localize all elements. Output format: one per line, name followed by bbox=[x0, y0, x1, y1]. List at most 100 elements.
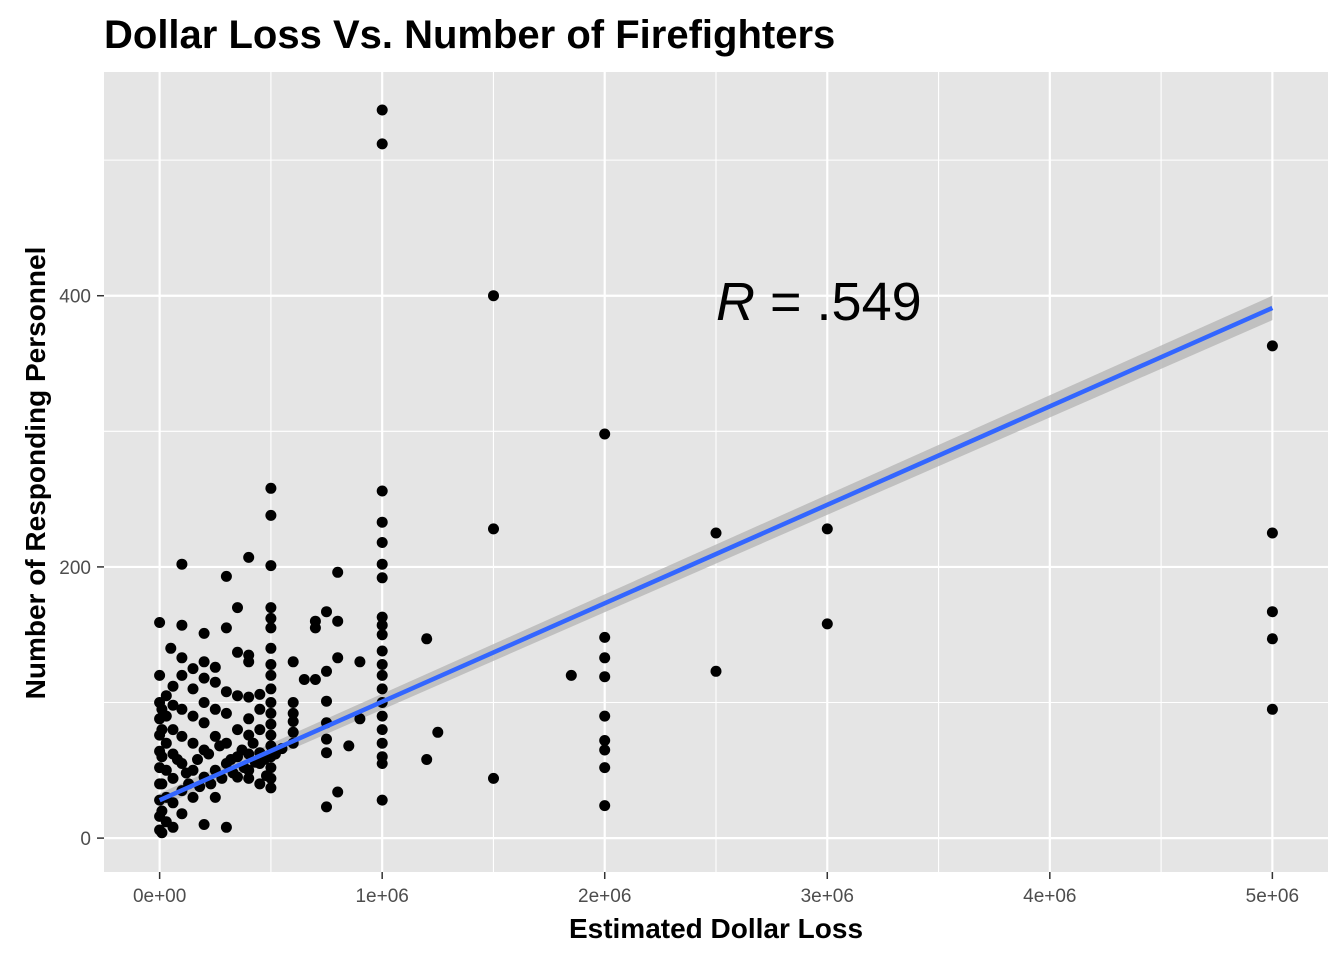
data-point bbox=[599, 710, 611, 722]
y-tick-label: 200 bbox=[59, 558, 91, 579]
data-point bbox=[332, 652, 344, 664]
data-point bbox=[209, 703, 221, 715]
regression-line bbox=[158, 305, 1274, 803]
r-annotation-symbol: R bbox=[716, 272, 755, 332]
data-point bbox=[287, 707, 299, 719]
data-point bbox=[176, 652, 188, 664]
data-point bbox=[343, 740, 355, 752]
data-point bbox=[243, 691, 255, 703]
data-point bbox=[209, 661, 221, 673]
data-point bbox=[1266, 606, 1278, 618]
data-point bbox=[236, 744, 248, 756]
data-point bbox=[243, 656, 255, 668]
data-point bbox=[198, 819, 210, 830]
data-point bbox=[376, 104, 388, 116]
data-point bbox=[1266, 527, 1278, 539]
data-point bbox=[265, 659, 277, 670]
data-point bbox=[265, 482, 277, 494]
data-point bbox=[198, 717, 210, 729]
data-point bbox=[432, 726, 444, 738]
x-tick-label: 3e+06 bbox=[801, 886, 854, 907]
data-point bbox=[599, 631, 611, 643]
data-point bbox=[209, 791, 221, 803]
data-point bbox=[176, 619, 188, 631]
data-point bbox=[821, 618, 833, 630]
r-annotation-value: = .549 bbox=[755, 272, 922, 332]
data-point bbox=[599, 800, 611, 812]
data-point bbox=[421, 633, 433, 645]
y-axis-ticks: 0 200 400 bbox=[59, 287, 104, 850]
data-point bbox=[254, 688, 266, 700]
data-point bbox=[376, 629, 388, 641]
data-point bbox=[421, 754, 433, 765]
data-point bbox=[599, 652, 611, 664]
x-tick-label: 4e+06 bbox=[1023, 886, 1076, 907]
data-point bbox=[167, 699, 179, 711]
data-point bbox=[488, 772, 499, 784]
data-point bbox=[265, 602, 277, 614]
data-point bbox=[176, 558, 188, 570]
data-point bbox=[187, 791, 199, 803]
chart-title: Dollar Loss Vs. Number of Firefighters bbox=[104, 13, 835, 57]
data-point bbox=[265, 718, 277, 730]
data-point bbox=[565, 669, 577, 681]
data-point bbox=[209, 676, 221, 688]
data-point bbox=[156, 703, 168, 715]
data-point bbox=[176, 808, 188, 820]
data-point bbox=[354, 713, 366, 725]
data-point bbox=[156, 805, 168, 817]
data-point bbox=[265, 697, 277, 708]
data-point bbox=[214, 740, 226, 752]
data-point bbox=[376, 558, 388, 570]
data-point bbox=[265, 707, 277, 719]
data-point bbox=[171, 754, 183, 765]
data-point bbox=[599, 428, 611, 440]
data-point bbox=[265, 762, 277, 774]
data-point bbox=[376, 737, 388, 749]
data-point bbox=[243, 551, 255, 563]
data-point bbox=[167, 772, 179, 784]
data-point bbox=[376, 572, 388, 584]
data-point bbox=[265, 622, 277, 634]
data-point bbox=[354, 656, 366, 668]
data-point bbox=[376, 794, 388, 806]
y-tick-label: 400 bbox=[59, 287, 91, 308]
data-point bbox=[225, 754, 237, 765]
data-point bbox=[1266, 340, 1278, 352]
data-point bbox=[287, 656, 299, 668]
x-axis-title: Estimated Dollar Loss bbox=[569, 913, 863, 944]
data-point bbox=[287, 697, 299, 708]
data-point bbox=[232, 646, 243, 658]
data-point bbox=[154, 762, 166, 774]
grid-minor bbox=[104, 72, 1328, 872]
data-point bbox=[287, 726, 299, 738]
data-point bbox=[376, 516, 388, 528]
data-point bbox=[321, 733, 332, 745]
data-point bbox=[488, 290, 499, 302]
data-point bbox=[376, 619, 388, 631]
data-point bbox=[198, 627, 210, 639]
data-point bbox=[187, 683, 199, 695]
data-point bbox=[376, 710, 388, 722]
data-point bbox=[156, 827, 168, 839]
data-point bbox=[332, 566, 344, 578]
data-point bbox=[1266, 703, 1278, 715]
data-point bbox=[287, 716, 299, 727]
data-point bbox=[176, 730, 188, 742]
data-point bbox=[332, 786, 344, 798]
data-point bbox=[160, 690, 172, 702]
data-point bbox=[376, 683, 388, 695]
y-tick-label: 0 bbox=[80, 829, 91, 850]
data-point bbox=[265, 612, 277, 624]
data-point bbox=[376, 659, 388, 670]
data-point bbox=[265, 560, 277, 572]
data-point bbox=[176, 669, 188, 681]
data-point bbox=[332, 615, 344, 627]
data-point bbox=[376, 537, 388, 548]
data-point bbox=[156, 778, 168, 790]
data-point bbox=[265, 642, 277, 654]
data-point bbox=[376, 669, 388, 681]
data-point bbox=[232, 690, 243, 702]
data-point bbox=[203, 748, 215, 760]
data-point bbox=[220, 622, 232, 634]
